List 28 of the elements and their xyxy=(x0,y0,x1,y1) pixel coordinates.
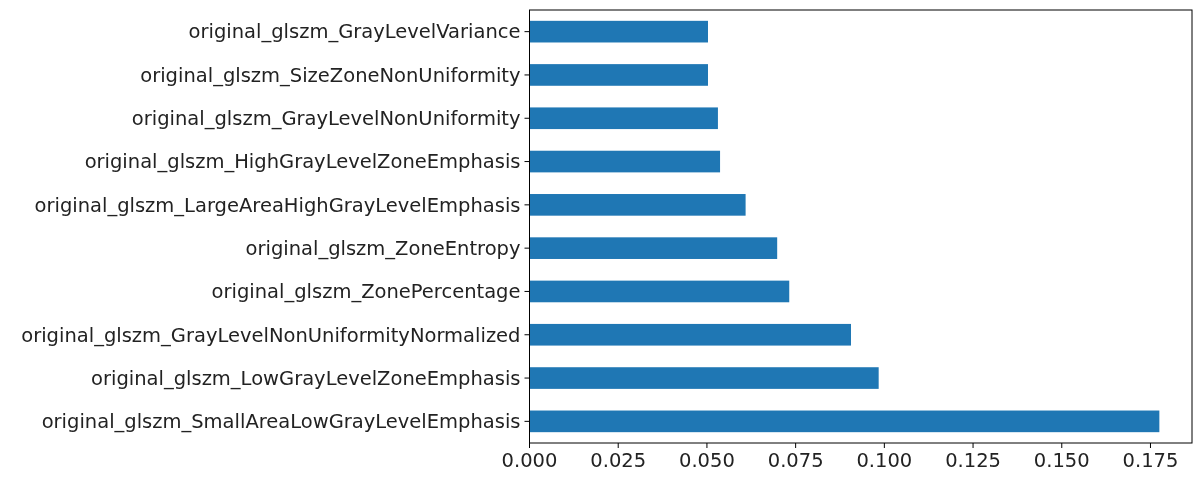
bar xyxy=(529,64,708,86)
x-tick-label: 0.100 xyxy=(856,449,913,472)
bar xyxy=(529,367,879,389)
bar xyxy=(529,323,851,346)
y-tick-label: original_glszm_SizeZoneNonUniformity xyxy=(140,63,521,87)
y-tick-label: original_glszm_ZonePercentage xyxy=(211,280,521,304)
y-tick-label: original_glszm_ZoneEntropy xyxy=(245,236,521,260)
x-tick-label: 0.050 xyxy=(679,449,735,472)
x-tick-label: 0.150 xyxy=(1033,449,1090,472)
y-tick-label: original_glszm_LowGrayLevelZoneEmphasis xyxy=(91,366,521,390)
x-tick-label: 0.125 xyxy=(945,449,1001,472)
bar xyxy=(529,107,718,130)
bar xyxy=(529,194,746,216)
y-tick-label: original_glszm_GrayLevelNonUniformityNormalized xyxy=(21,323,521,347)
bar xyxy=(529,20,708,43)
bar xyxy=(529,150,721,173)
y-tick-label: original_glszm_GrayLevelVariance xyxy=(188,20,521,44)
bar xyxy=(529,237,778,259)
y-tick-label: original_glszm_GrayLevelNonUniformity xyxy=(131,107,521,131)
x-tick-label: 0.025 xyxy=(590,449,647,472)
x-tick-label: 0.175 xyxy=(1122,449,1179,472)
bar xyxy=(529,280,790,303)
y-tick-label: original_glszm_SmallAreaLowGrayLevelEmphasis xyxy=(41,410,521,434)
x-tick-label: 0.000 xyxy=(501,449,558,472)
y-tick-label: original_glszm_LargeAreaHighGrayLevelEmphasis xyxy=(34,193,521,217)
x-tick-label: 0.075 xyxy=(767,449,824,472)
y-tick-label: original_glszm_HighGrayLevelZoneEmphasis xyxy=(84,150,521,174)
bar xyxy=(529,410,1160,433)
